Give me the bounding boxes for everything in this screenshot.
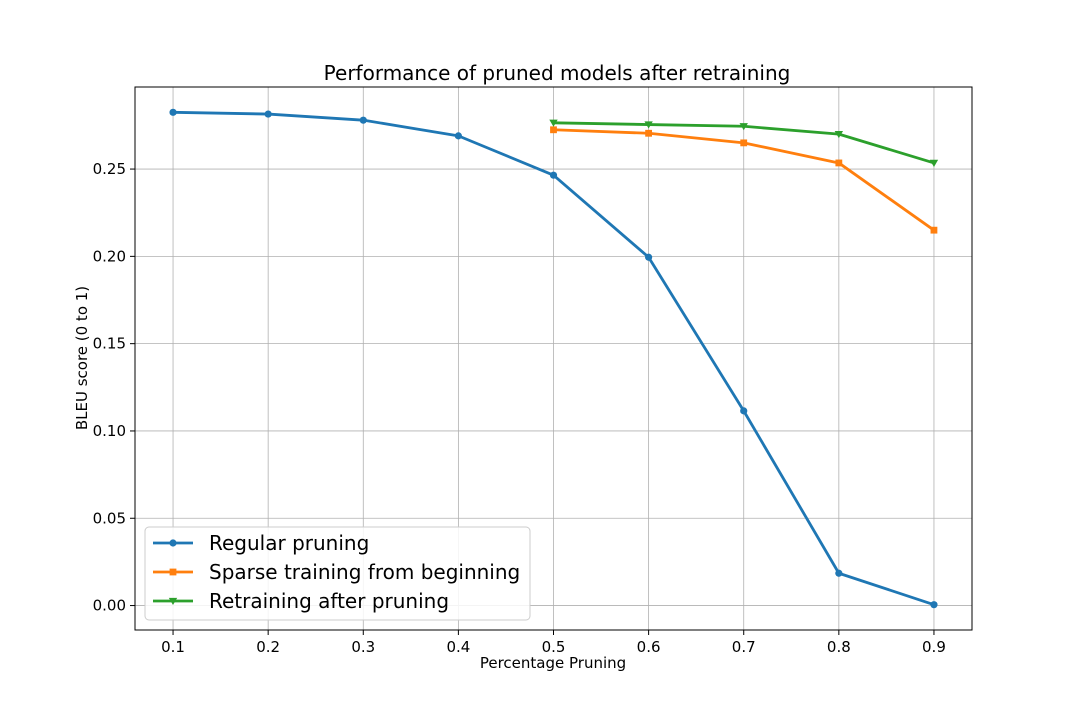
y-axis-label: BLEU score (0 to 1) [73,286,91,430]
data-point [929,159,939,167]
legend-swatch-marker [168,597,178,605]
data-point [549,171,558,179]
x-tick-label: 0.2 [256,638,280,656]
data-point [740,407,748,415]
legend-swatch-marker [169,539,177,547]
data-point [264,110,272,118]
series-layer [169,108,939,609]
y-tick-label: 0.05 [93,509,126,527]
y-tick-label: 0.00 [93,597,126,615]
data-point [739,123,748,131]
y-tick-label: 0.20 [93,247,126,265]
x-tick-label: 0.9 [922,638,946,656]
data-point [549,119,558,127]
legend-swatch-marker [169,568,177,576]
y-tick-label: 0.15 [93,335,126,353]
data-point [835,569,843,577]
legend-item: Regular pruning [153,531,369,555]
data-point [834,130,844,139]
y-tick-label: 0.10 [93,422,126,440]
legend-label: Regular pruning [209,531,369,555]
data-point [645,253,653,261]
x-tick-label: 0.7 [732,638,756,656]
grid [135,87,972,630]
legend-item: Sparse training from beginning [153,560,520,584]
data-point [740,139,748,147]
x-axis-label: Percentage Pruning [480,654,626,672]
chart-title: Performance of pruned models after retra… [324,61,791,85]
axis-ticks: 0.1 0.2 0.3 0.4 0.5 0.6 0.7 0.8 0.9 0.00 0.05 0.10 0… [93,160,946,656]
x-tick-label: 0.3 [351,638,375,656]
data-point [359,116,367,124]
data-point [454,132,462,140]
x-tick-label: 0.6 [637,638,661,656]
data-point [550,126,557,134]
x-tick-label: 0.1 [161,638,185,656]
x-tick-label: 0.5 [542,638,566,656]
data-point [930,226,938,234]
data-point [169,108,177,116]
data-point [645,129,653,137]
series-0 [169,108,938,609]
legend-item: Retraining after pruning [153,589,449,613]
data-point [644,121,653,129]
series-2 [549,119,939,167]
legend: Regular pruning Sparse training from begi… [144,526,531,621]
legend-label: Retraining after pruning [209,589,449,613]
series-1 [550,126,938,234]
data-point [930,601,938,609]
legend-box [144,526,531,621]
data-point [835,159,843,167]
x-tick-label: 0.4 [446,638,470,656]
y-tick-label: 0.25 [93,160,126,178]
legend-label: Sparse training from beginning [209,560,520,584]
x-tick-label: 0.8 [827,638,851,656]
